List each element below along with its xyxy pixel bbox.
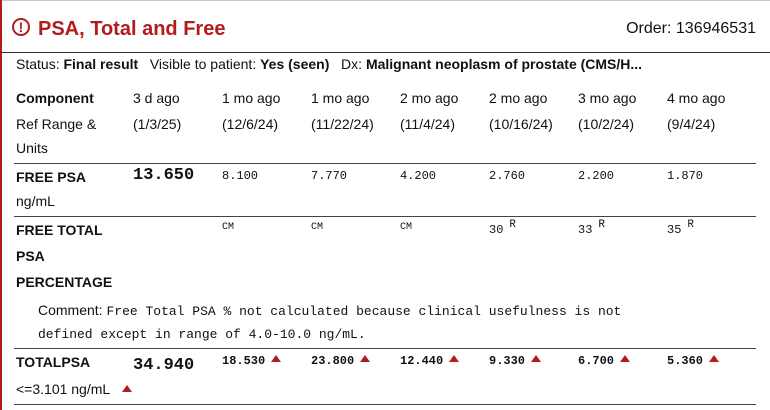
result-title[interactable]: PSA, Total and Free bbox=[38, 18, 226, 40]
col-header-date: (9/4/24) bbox=[667, 116, 716, 132]
total-psa-value: 12.440 bbox=[400, 354, 460, 368]
comment-line-2: defined except in range of 4.0-10.0 ng/m… bbox=[38, 327, 366, 342]
free-total-number: 35 bbox=[667, 223, 682, 237]
total-psa-value: 9.330 bbox=[489, 354, 542, 368]
high-flag-icon bbox=[122, 384, 133, 392]
units-header: Units bbox=[16, 140, 48, 156]
exclamation-circle-icon: ! bbox=[12, 18, 30, 36]
free-psa-value: 1.870 bbox=[667, 169, 704, 183]
result-header: ! PSA, Total and Free Order: 136946531 bbox=[0, 8, 770, 53]
component-header: Component bbox=[16, 90, 94, 106]
free-total-value: 35 R bbox=[667, 219, 694, 237]
dx-label: Dx: bbox=[341, 56, 363, 72]
total-psa-name[interactable]: TOTALPSA bbox=[16, 354, 91, 370]
status-value: Final result bbox=[63, 56, 139, 72]
total-psa-number: 6.700 bbox=[578, 354, 615, 368]
high-flag-icon bbox=[709, 355, 720, 363]
col-header-date: (10/16/24) bbox=[489, 116, 553, 132]
result-flag: R bbox=[687, 219, 695, 231]
row-divider bbox=[14, 216, 756, 217]
free-psa-value: 2.200 bbox=[578, 169, 615, 183]
row-divider bbox=[14, 163, 756, 164]
free-total-name-line3: PERCENTAGE bbox=[16, 274, 113, 290]
col-header-ago: 1 mo ago bbox=[311, 90, 370, 106]
comment-text: Free Total PSA % not calculated because … bbox=[106, 304, 622, 319]
ref-range-text: <=3.101 ng/mL bbox=[16, 381, 111, 397]
col-header-ago: 2 mo ago bbox=[400, 90, 459, 106]
free-psa-value: 4.200 bbox=[400, 169, 437, 183]
total-psa-ref-range: <=3.101 ng/mL bbox=[16, 381, 133, 397]
col-header-date: (12/6/24) bbox=[222, 116, 279, 132]
col-header-ago: 1 mo ago bbox=[222, 90, 281, 106]
free-total-value: CM bbox=[400, 222, 413, 233]
total-psa-value: 6.700 bbox=[578, 354, 631, 368]
free-psa-name[interactable]: FREE PSA bbox=[16, 169, 87, 185]
col-header-date: (10/2/24) bbox=[578, 116, 635, 132]
result-flag: R bbox=[598, 219, 606, 231]
order-label: Order: bbox=[626, 20, 672, 37]
free-total-value: 33 R bbox=[578, 219, 605, 237]
col-header-ago: 3 d ago bbox=[133, 90, 180, 106]
col-header-date: (1/3/25) bbox=[133, 116, 182, 132]
free-psa-value: 13.650 bbox=[133, 166, 195, 185]
visible-value: Yes (seen) bbox=[260, 56, 330, 72]
total-psa-number: 5.360 bbox=[667, 354, 704, 368]
free-total-value: CM bbox=[222, 222, 235, 233]
free-total-value: 30 R bbox=[489, 219, 516, 237]
total-psa-number: 18.530 bbox=[222, 354, 266, 368]
total-psa-value: 23.800 bbox=[311, 354, 371, 368]
comment-label: Comment: bbox=[38, 302, 103, 318]
total-psa-value: 18.530 bbox=[222, 354, 282, 368]
col-header-ago: 4 mo ago bbox=[667, 90, 726, 106]
ref-range-header: Ref Range & bbox=[16, 116, 97, 132]
total-psa-number: 9.330 bbox=[489, 354, 526, 368]
row-divider bbox=[14, 404, 756, 405]
free-psa-value: 2.760 bbox=[489, 169, 526, 183]
row-divider bbox=[14, 348, 756, 349]
free-total-number: 33 bbox=[578, 223, 593, 237]
header-divider bbox=[0, 52, 770, 53]
dx-value: Malignant neoplasm of prostate (CMS/H... bbox=[365, 56, 643, 72]
free-psa-value: 7.770 bbox=[311, 169, 348, 183]
comment-line-1: Comment: Free Total PSA % not calculated… bbox=[38, 302, 621, 319]
total-psa-value: 5.360 bbox=[667, 354, 720, 368]
free-total-name-line2: PSA bbox=[16, 248, 45, 264]
total-psa-number: 12.440 bbox=[400, 354, 444, 368]
free-total-value: CM bbox=[311, 222, 324, 233]
col-header-ago: 2 mo ago bbox=[489, 90, 548, 106]
high-flag-icon bbox=[449, 355, 460, 363]
status-line: Status: Final result Visible to patient:… bbox=[16, 56, 642, 72]
free-total-number: 30 bbox=[489, 223, 504, 237]
order-number: 136946531 bbox=[675, 20, 756, 37]
status-label: Status: bbox=[16, 56, 60, 72]
result-flag: R bbox=[509, 219, 517, 231]
order-info: Order: 136946531 bbox=[626, 20, 756, 38]
high-flag-icon bbox=[360, 355, 371, 363]
alert-accent-bar bbox=[0, 0, 2, 410]
col-header-ago: 3 mo ago bbox=[578, 90, 637, 106]
col-header-date: (11/4/24) bbox=[400, 116, 455, 132]
free-psa-unit: ng/mL bbox=[16, 193, 55, 209]
visible-label: Visible to patient: bbox=[149, 56, 257, 72]
free-total-name-line1[interactable]: FREE TOTAL bbox=[16, 222, 103, 238]
free-psa-value: 8.100 bbox=[222, 169, 259, 183]
col-header-date: (11/22/24) bbox=[311, 116, 374, 132]
high-flag-icon bbox=[620, 355, 631, 363]
top-border bbox=[0, 0, 770, 1]
high-flag-icon bbox=[531, 355, 542, 363]
total-psa-number: 23.800 bbox=[311, 354, 355, 368]
total-psa-value: 34.940 bbox=[133, 356, 195, 375]
high-flag-icon bbox=[271, 355, 282, 363]
